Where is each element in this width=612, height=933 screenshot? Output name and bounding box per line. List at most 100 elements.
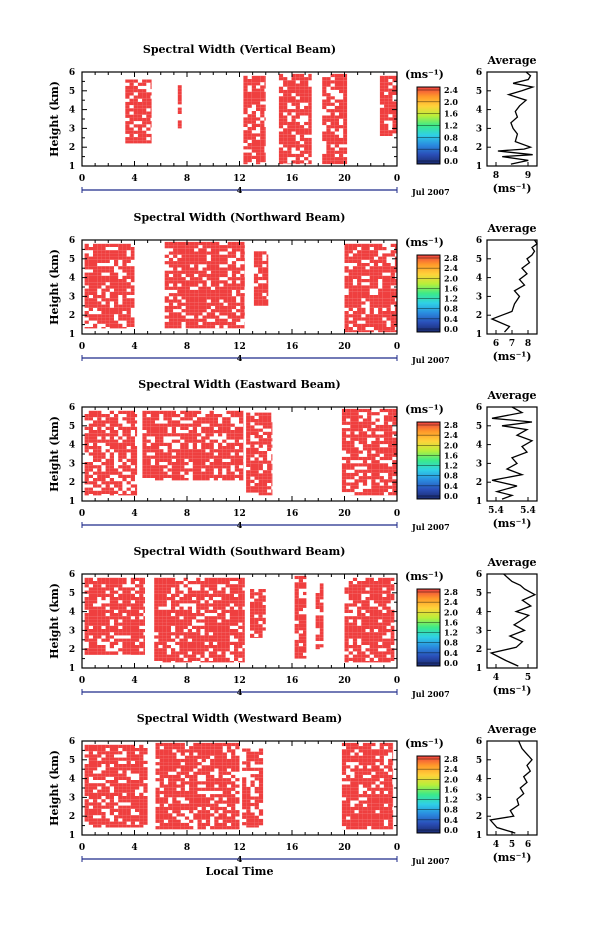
- data-cell: [361, 266, 365, 269]
- x-tick-label: 16: [286, 174, 299, 184]
- data-cell: [172, 769, 176, 772]
- data-cell: [339, 84, 343, 87]
- data-cell: [256, 105, 260, 108]
- data-cell: [366, 298, 370, 301]
- data-cell: [106, 578, 110, 581]
- data-cell: [228, 293, 232, 296]
- data-cell: [234, 616, 238, 619]
- data-cell: [342, 438, 346, 441]
- data-cell: [380, 98, 384, 101]
- data-cell: [163, 613, 167, 616]
- data-cell: [200, 591, 204, 594]
- data-cell: [142, 446, 146, 449]
- data-cell: [198, 309, 202, 312]
- data-cell: [308, 96, 311, 99]
- data-cell: [172, 475, 176, 478]
- data-cell: [303, 634, 306, 637]
- data-cell: [215, 264, 219, 267]
- data-cell: [127, 436, 131, 439]
- data-cell: [182, 296, 186, 299]
- data-cell: [226, 578, 230, 581]
- data-cell: [262, 283, 266, 286]
- data-cell: [118, 587, 122, 590]
- data-cell: [382, 311, 386, 314]
- data-cell: [238, 578, 242, 581]
- data-cell: [378, 260, 382, 263]
- data-cell: [239, 420, 243, 423]
- data-cell: [171, 623, 175, 626]
- data-cell: [322, 116, 326, 119]
- data-cell: [118, 244, 122, 247]
- data-cell: [238, 600, 242, 603]
- data-cell: [135, 616, 139, 619]
- data-cell: [164, 756, 168, 759]
- data-cell: [101, 632, 105, 635]
- data-cell: [252, 124, 256, 127]
- data-cell: [361, 263, 365, 266]
- data-cell: [355, 463, 359, 466]
- data-cell: [226, 462, 230, 465]
- data-cell: [374, 613, 378, 616]
- data-cell: [198, 312, 202, 315]
- data-cell: [196, 578, 200, 581]
- data-cell: [250, 637, 254, 638]
- data-cell: [234, 584, 238, 587]
- data-cell: [89, 648, 93, 651]
- data-cell: [371, 422, 375, 425]
- data-cell: [198, 762, 202, 765]
- data-cell: [110, 587, 114, 590]
- data-cell: [378, 600, 382, 603]
- data-cell: [131, 635, 135, 638]
- data-cell: [106, 311, 110, 314]
- data-cell: [254, 592, 258, 595]
- data-cell: [138, 131, 142, 134]
- data-cell: [118, 607, 122, 610]
- data-cell: [370, 584, 374, 587]
- data-cell: [85, 603, 89, 606]
- data-cell: [226, 446, 230, 449]
- data-cell: [331, 122, 335, 125]
- data-cell: [236, 287, 240, 290]
- data-cell: [248, 153, 252, 156]
- data-cell: [388, 89, 392, 92]
- data-cell: [142, 131, 146, 134]
- data-cell: [232, 252, 236, 255]
- data-cell: [388, 473, 392, 476]
- data-cell: [122, 279, 126, 282]
- data-cell: [376, 492, 380, 495]
- data-cell: [165, 277, 169, 280]
- data-cell: [118, 745, 122, 748]
- data-cell: [304, 80, 308, 83]
- data-cell: [143, 648, 145, 651]
- data-cell: [89, 774, 93, 777]
- data-cell: [223, 756, 227, 759]
- data-cell: [234, 587, 238, 590]
- data-cell: [222, 449, 226, 452]
- data-cell: [154, 658, 158, 661]
- data-cell: [85, 802, 89, 805]
- data-cell: [238, 607, 242, 610]
- data-cell: [177, 743, 181, 746]
- data-cell: [267, 290, 269, 293]
- data-cell: [114, 321, 118, 324]
- data-cell: [258, 589, 262, 592]
- data-cell: [213, 626, 217, 629]
- average-profile-line: [492, 240, 537, 332]
- data-cell: [384, 486, 388, 489]
- data-cell: [206, 743, 210, 746]
- data-cell: [142, 452, 146, 455]
- data-cell: [279, 106, 283, 109]
- data-cell: [320, 606, 324, 609]
- data-cell: [339, 112, 343, 115]
- data-cell: [260, 124, 264, 127]
- data-cell: [215, 284, 219, 287]
- data-cell: [223, 765, 227, 768]
- data-cell: [182, 242, 186, 245]
- data-cell: [343, 90, 347, 93]
- data-cell: [127, 780, 131, 783]
- data-cell: [194, 303, 198, 306]
- data-cell: [110, 600, 114, 603]
- data-cell: [163, 456, 167, 459]
- data-cell: [235, 459, 239, 462]
- data-cell: [181, 743, 185, 746]
